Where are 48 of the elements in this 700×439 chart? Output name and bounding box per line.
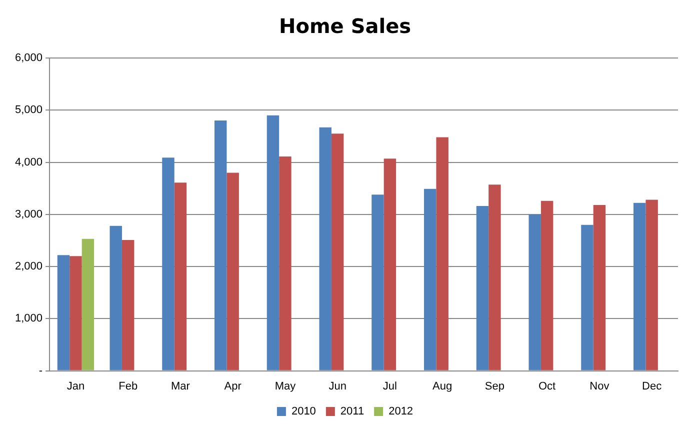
bar bbox=[528, 214, 541, 370]
bar bbox=[476, 206, 489, 370]
x-tick-label: Sep bbox=[484, 380, 504, 392]
x-tick-label: May bbox=[274, 380, 296, 392]
x-tick-label: Apr bbox=[224, 380, 242, 392]
x-tick-label: Jun bbox=[328, 380, 346, 392]
bar bbox=[226, 172, 239, 370]
y-tick-label: 4,000 bbox=[14, 156, 43, 168]
bar bbox=[436, 137, 448, 370]
chart-title: Home Sales bbox=[278, 14, 412, 38]
bar bbox=[646, 200, 658, 370]
bar bbox=[633, 202, 646, 370]
bar bbox=[162, 158, 174, 370]
y-tick-label: 5,000 bbox=[14, 104, 43, 116]
bar bbox=[581, 224, 594, 370]
y-tick-label: 1,000 bbox=[14, 312, 43, 325]
bar bbox=[174, 182, 187, 370]
bar bbox=[331, 134, 344, 370]
x-tick-label: Jan bbox=[66, 380, 85, 392]
y-tick-label: 2,000 bbox=[14, 260, 43, 273]
legend-label: 2011 bbox=[340, 406, 364, 418]
bar bbox=[82, 238, 94, 370]
bar bbox=[593, 205, 606, 370]
bar bbox=[488, 184, 501, 370]
bar bbox=[279, 156, 292, 370]
bar bbox=[372, 194, 384, 370]
x-tick-label: Jul bbox=[382, 380, 397, 392]
legend-label: 2012 bbox=[388, 406, 414, 418]
bar bbox=[540, 200, 554, 370]
bar bbox=[424, 188, 436, 370]
bar bbox=[384, 158, 396, 370]
bar bbox=[266, 115, 280, 370]
y-tick-label: 3,000 bbox=[14, 208, 43, 220]
x-tick-label: Nov bbox=[590, 380, 610, 392]
bar bbox=[214, 120, 227, 370]
x-tick-label: Mar bbox=[170, 380, 190, 392]
x-tick-label: Aug bbox=[432, 380, 452, 392]
bar bbox=[70, 256, 82, 370]
bar bbox=[319, 127, 332, 370]
legend-label: 2010 bbox=[291, 406, 316, 418]
y-tick-label: 6,000 bbox=[14, 52, 43, 64]
x-tick-label: Feb bbox=[118, 380, 138, 392]
x-tick-label: Dec bbox=[642, 380, 662, 392]
bar bbox=[122, 240, 134, 370]
bar bbox=[110, 226, 122, 370]
bar bbox=[57, 255, 70, 370]
y-tick-label: - bbox=[38, 364, 43, 377]
x-tick-label: Oct bbox=[538, 380, 556, 392]
